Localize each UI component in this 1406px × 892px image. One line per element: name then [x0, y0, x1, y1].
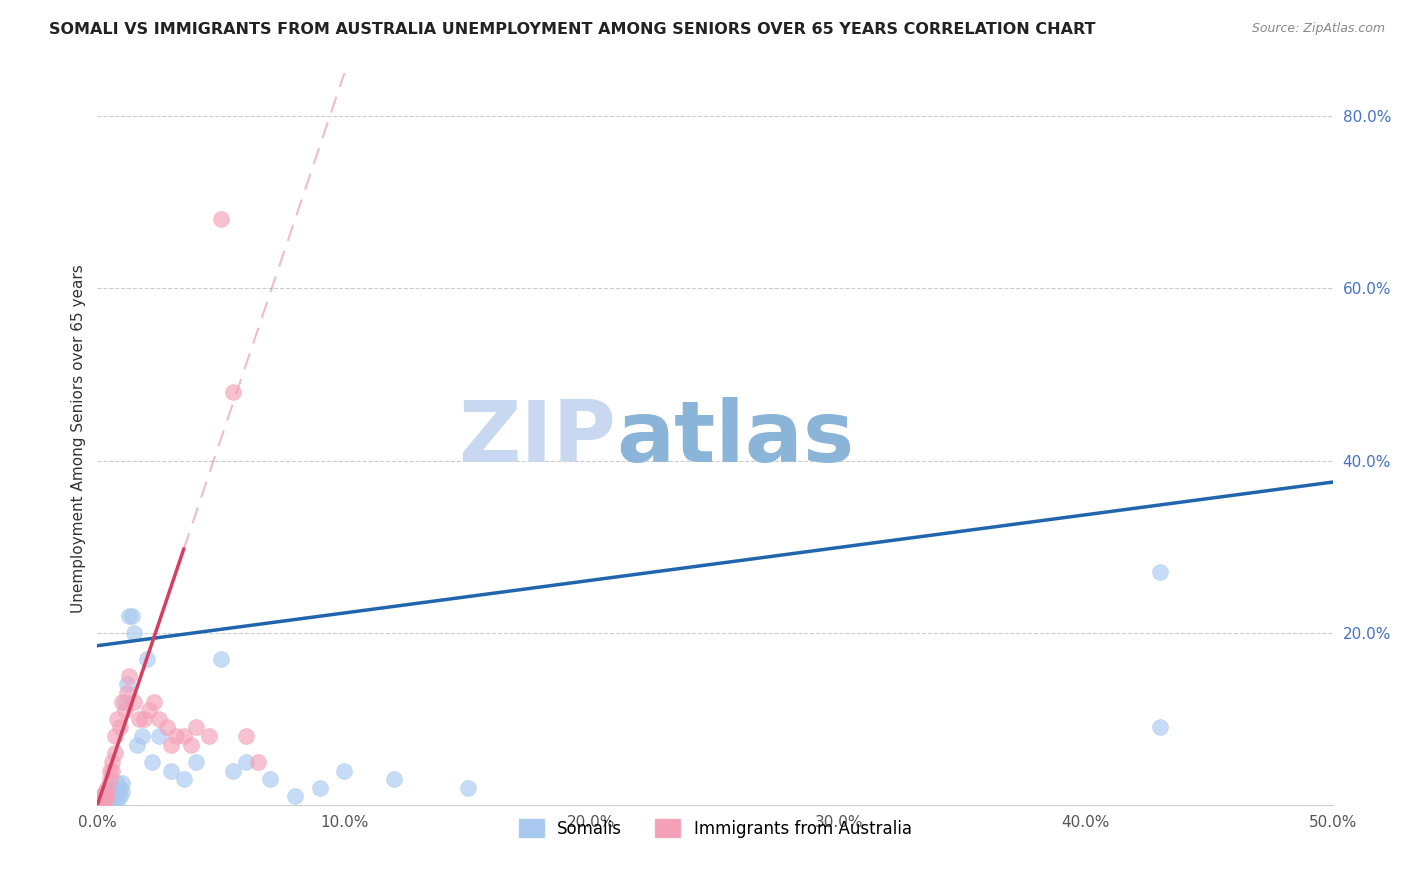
- Point: [141, 755, 163, 769]
- Point: [148, 712, 170, 726]
- Point: [143, 695, 166, 709]
- Point: [105, 776, 128, 790]
- Point: [121, 608, 143, 623]
- Point: [131, 729, 153, 743]
- Point: [98, 785, 121, 799]
- Point: [105, 712, 128, 726]
- Point: [128, 712, 150, 726]
- Point: [108, 789, 131, 804]
- Point: [173, 729, 195, 743]
- Point: [108, 780, 131, 795]
- Point: [104, 729, 127, 743]
- Point: [457, 780, 479, 795]
- Point: [89, 794, 111, 808]
- Point: [118, 669, 141, 683]
- Point: [104, 785, 127, 799]
- Point: [284, 789, 307, 804]
- Point: [124, 625, 146, 640]
- Point: [382, 772, 405, 787]
- Point: [91, 789, 114, 804]
- Y-axis label: Unemployment Among Seniors over 65 years: Unemployment Among Seniors over 65 years: [72, 265, 86, 614]
- Point: [186, 721, 208, 735]
- Point: [114, 703, 136, 717]
- Point: [209, 212, 232, 227]
- Point: [160, 764, 183, 778]
- Point: [98, 764, 121, 778]
- Point: [135, 651, 157, 665]
- Point: [89, 797, 111, 812]
- Point: [89, 794, 111, 808]
- Point: [1149, 566, 1171, 580]
- Point: [96, 789, 118, 804]
- Point: [209, 651, 232, 665]
- Text: Source: ZipAtlas.com: Source: ZipAtlas.com: [1251, 22, 1385, 36]
- Point: [101, 764, 124, 778]
- Point: [101, 755, 124, 769]
- Point: [91, 797, 114, 812]
- Point: [101, 797, 124, 812]
- Point: [96, 789, 118, 804]
- Point: [235, 755, 257, 769]
- Point: [155, 721, 177, 735]
- Point: [165, 729, 187, 743]
- Point: [108, 721, 131, 735]
- Point: [104, 789, 127, 804]
- Point: [96, 780, 118, 795]
- Point: [94, 794, 117, 808]
- Legend: Somalis, Immigrants from Australia: Somalis, Immigrants from Australia: [512, 813, 918, 844]
- Point: [115, 677, 138, 691]
- Point: [105, 794, 128, 808]
- Point: [235, 729, 257, 743]
- Point: [104, 747, 127, 761]
- Point: [111, 776, 134, 790]
- Point: [259, 772, 281, 787]
- Point: [101, 780, 124, 795]
- Point: [111, 785, 134, 799]
- Point: [308, 780, 330, 795]
- Point: [148, 729, 170, 743]
- Text: ZIP: ZIP: [458, 398, 616, 481]
- Point: [91, 789, 114, 804]
- Point: [111, 695, 134, 709]
- Point: [138, 703, 160, 717]
- Text: SOMALI VS IMMIGRANTS FROM AUSTRALIA UNEMPLOYMENT AMONG SENIORS OVER 65 YEARS COR: SOMALI VS IMMIGRANTS FROM AUSTRALIA UNEM…: [49, 22, 1095, 37]
- Point: [160, 738, 183, 752]
- Point: [115, 686, 138, 700]
- Point: [246, 755, 269, 769]
- Point: [124, 695, 146, 709]
- Point: [96, 794, 118, 808]
- Point: [98, 794, 121, 808]
- Point: [94, 785, 117, 799]
- Point: [197, 729, 219, 743]
- Point: [114, 695, 136, 709]
- Point: [125, 738, 148, 752]
- Point: [1149, 721, 1171, 735]
- Point: [98, 772, 121, 787]
- Point: [94, 794, 117, 808]
- Point: [118, 608, 141, 623]
- Point: [333, 764, 356, 778]
- Point: [91, 797, 114, 812]
- Text: atlas: atlas: [616, 398, 855, 481]
- Point: [94, 791, 117, 805]
- Point: [180, 738, 202, 752]
- Point: [222, 764, 245, 778]
- Point: [222, 384, 245, 399]
- Point: [186, 755, 208, 769]
- Point: [89, 797, 111, 812]
- Point: [134, 712, 156, 726]
- Point: [173, 772, 195, 787]
